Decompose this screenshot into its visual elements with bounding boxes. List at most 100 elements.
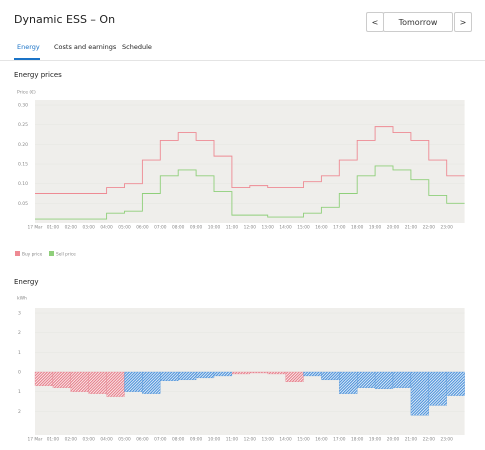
x-tick-label: 02:00 bbox=[65, 437, 78, 443]
x-tick-label: 13:00 bbox=[262, 437, 275, 443]
x-tick-label: 10:00 bbox=[208, 225, 221, 231]
x-tick-label: 03:00 bbox=[83, 437, 96, 443]
x-tick-label: 21:00 bbox=[405, 225, 418, 231]
energy-bar bbox=[213, 371, 233, 377]
legend-label: Sell price bbox=[56, 252, 76, 258]
energy-bar bbox=[231, 371, 250, 375]
x-tick-label: 22:00 bbox=[423, 225, 436, 231]
energy-bar bbox=[88, 371, 107, 394]
x-tick-label: 16:00 bbox=[315, 437, 328, 443]
next-button[interactable]: > bbox=[454, 12, 472, 32]
y-axis-label: kWh bbox=[17, 296, 27, 302]
separator bbox=[0, 60, 485, 61]
plot-background bbox=[35, 308, 465, 435]
y-tick-label: 0 bbox=[18, 370, 21, 376]
energy-bar bbox=[446, 371, 465, 396]
x-tick-label: 17 Mar bbox=[28, 437, 43, 443]
x-tick-label: 03:00 bbox=[83, 225, 96, 231]
x-tick-label: 17:00 bbox=[333, 225, 346, 231]
x-tick-label: 23:00 bbox=[441, 437, 454, 443]
x-tick-label: 02:00 bbox=[65, 225, 78, 231]
x-tick-label: 23:00 bbox=[441, 225, 454, 231]
x-tick-label: 07:00 bbox=[154, 225, 167, 231]
energy-bar bbox=[357, 371, 376, 388]
energy-bar bbox=[249, 371, 268, 374]
legend-swatch bbox=[15, 251, 20, 256]
y-tick-label: 1 bbox=[18, 389, 21, 395]
x-tick-label: 18:00 bbox=[351, 437, 364, 443]
x-tick-label: 11:00 bbox=[226, 437, 239, 443]
x-tick-label: 19:00 bbox=[369, 225, 382, 231]
y-tick-label: 0.05 bbox=[18, 201, 28, 207]
energy-bar bbox=[106, 371, 125, 397]
y-tick-label: 2 bbox=[18, 330, 21, 336]
x-tick-label: 17 Mar bbox=[28, 225, 43, 231]
x-tick-label: 20:00 bbox=[387, 225, 400, 231]
x-tick-label: 12:00 bbox=[244, 225, 257, 231]
energy-bar bbox=[303, 371, 322, 377]
x-tick-label: 06:00 bbox=[136, 437, 149, 443]
x-tick-label: 17:00 bbox=[333, 437, 346, 443]
y-tick-label: 0.10 bbox=[18, 181, 28, 187]
x-tick-label: 05:00 bbox=[118, 225, 131, 231]
energy-bar bbox=[124, 371, 143, 392]
legend-label: Buy price bbox=[22, 252, 43, 258]
price-line bbox=[35, 165, 465, 220]
y-tick-label: 0.25 bbox=[18, 122, 28, 128]
x-tick-label: 15:00 bbox=[297, 437, 310, 443]
tab-underline bbox=[14, 58, 40, 60]
energy-bar bbox=[160, 371, 179, 382]
energy-bar bbox=[428, 371, 447, 406]
x-tick-label: 01:00 bbox=[47, 225, 60, 231]
energy-bar bbox=[267, 371, 286, 375]
x-tick-label: 18:00 bbox=[351, 225, 364, 231]
x-tick-label: 09:00 bbox=[190, 437, 203, 443]
energy-bar bbox=[374, 371, 394, 389]
x-tick-label: 07:00 bbox=[154, 437, 167, 443]
y-tick-label: 0.20 bbox=[18, 142, 28, 148]
page-title: Dynamic ESS – On bbox=[14, 13, 116, 26]
x-tick-label: 16:00 bbox=[315, 225, 328, 231]
energy-bar bbox=[52, 371, 71, 388]
x-tick-label: 06:00 bbox=[136, 225, 149, 231]
energy-bar bbox=[339, 371, 358, 394]
energy-bar bbox=[321, 371, 340, 381]
legend-swatch bbox=[49, 251, 54, 256]
y-tick-label: 0.30 bbox=[18, 103, 28, 109]
x-tick-label: 19:00 bbox=[369, 437, 382, 443]
tab[interactable]: Costs and earnings bbox=[54, 43, 117, 51]
x-tick-label: 15:00 bbox=[297, 225, 310, 231]
energy-bar bbox=[410, 371, 429, 416]
x-tick-label: 08:00 bbox=[172, 437, 185, 443]
x-tick-label: 21:00 bbox=[405, 437, 418, 443]
x-tick-label: 20:00 bbox=[387, 437, 400, 443]
x-tick-label: 14:00 bbox=[279, 225, 292, 231]
y-tick-label: 3 bbox=[18, 311, 21, 317]
energy-bar bbox=[70, 371, 89, 392]
x-tick-label: 08:00 bbox=[172, 225, 185, 231]
chart-title: Energy prices bbox=[14, 71, 62, 79]
energy-bar bbox=[34, 371, 54, 386]
x-tick-label: 22:00 bbox=[423, 437, 436, 443]
plot-background bbox=[35, 100, 465, 223]
x-tick-label: 11:00 bbox=[226, 225, 239, 231]
x-tick-label: 01:00 bbox=[47, 437, 60, 443]
energy-bar bbox=[142, 371, 161, 394]
energy-bar bbox=[285, 371, 304, 382]
x-tick-label: 04:00 bbox=[100, 225, 113, 231]
x-tick-label: 10:00 bbox=[208, 437, 221, 443]
tab[interactable]: Schedule bbox=[122, 43, 152, 51]
x-tick-label: 12:00 bbox=[244, 437, 257, 443]
x-tick-label: 09:00 bbox=[190, 225, 203, 231]
tab[interactable]: Energy bbox=[17, 43, 40, 51]
y-tick-label: 2 bbox=[18, 409, 21, 415]
chart-title: Energy bbox=[14, 278, 39, 286]
x-tick-label: 13:00 bbox=[262, 225, 275, 231]
y-tick-label: 1 bbox=[18, 350, 21, 356]
day-button[interactable]: Tomorrow bbox=[383, 12, 453, 32]
x-tick-label: 04:00 bbox=[100, 437, 113, 443]
y-tick-label: 0.15 bbox=[18, 162, 28, 168]
y-axis-label: Price (€) bbox=[17, 90, 36, 96]
